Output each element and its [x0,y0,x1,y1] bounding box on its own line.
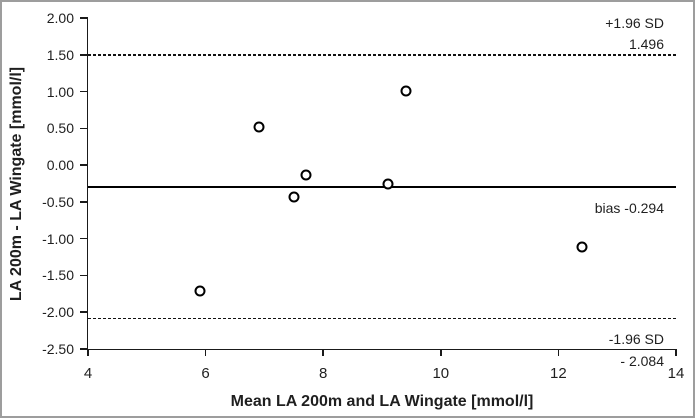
y-axis-tick-mark [80,348,88,350]
x-axis-tick-label: 8 [319,365,328,382]
y-axis-tick-label: -0.50 [42,193,74,210]
x-axis-tick-mark [87,349,89,356]
y-axis-tick-mark [80,17,88,19]
data-point [400,85,412,97]
ref-line-bias [88,185,676,188]
data-point [253,121,265,133]
x-axis-tick-mark [440,349,442,356]
x-axis-tick-mark [322,349,324,356]
x-axis-tick-mark [675,349,677,356]
ref-line-label-lower-limit-of-agreement: -1.96 SD [608,331,664,348]
y-axis-tick-label: -1.50 [42,267,74,284]
data-point [300,169,312,181]
ref-line-label-upper-limit-of-agreement: +1.96 SD [605,15,664,32]
y-axis-tick-mark [80,274,88,277]
data-point [194,285,206,297]
y-axis-tick-mark [80,201,88,203]
y-axis-tick-label: 0.50 [46,120,74,137]
data-point [576,241,588,253]
x-axis-tick-label: 6 [201,365,210,382]
ref-line-label-bias: bias -0.294 [594,199,664,216]
y-axis-tick-mark [80,311,88,313]
y-axis-tick-mark [80,54,88,56]
y-axis-tick-label: -1.00 [42,230,74,247]
y-axis-tick-label: 0.00 [46,157,74,174]
y-axis-tick-label: -2.50 [42,341,74,357]
y-axis-tick-label: 1.00 [46,83,74,100]
y-axis-tick-label: 1.50 [46,46,74,63]
data-point [382,178,394,190]
ref-line-upper-limit-of-agreement [88,54,676,56]
ref-line-label-lower-limit-of-agreement: - 2.084 [620,353,664,370]
ref-line-lower-limit-of-agreement [88,317,676,320]
x-axis-tick-mark [557,349,560,356]
y-axis-tick-mark [80,127,88,130]
y-axis-tick-label: 2.00 [46,10,74,26]
x-axis-tick-label: 4 [83,365,93,382]
y-axis-tick-label: -2.00 [42,304,74,321]
data-point [288,191,300,203]
x-axis-tick-mark [204,349,207,356]
x-axis-tick-label: 10 [432,365,450,382]
y-axis-tick-mark [80,237,88,240]
x-axis-tick-label: 14 [667,365,685,382]
y-axis-tick-mark [80,164,88,166]
x-axis-title: Mean LA 200m and LA Wingate [mmol/l] [230,393,534,410]
ref-line-label-upper-limit-of-agreement: 1.496 [628,36,664,53]
x-axis-tick-label: 12 [550,365,567,382]
y-axis-tick-mark [80,90,88,93]
plot-area: LA 200m - LA Wingate [mmol/l] Mean LA 20… [8,10,684,410]
